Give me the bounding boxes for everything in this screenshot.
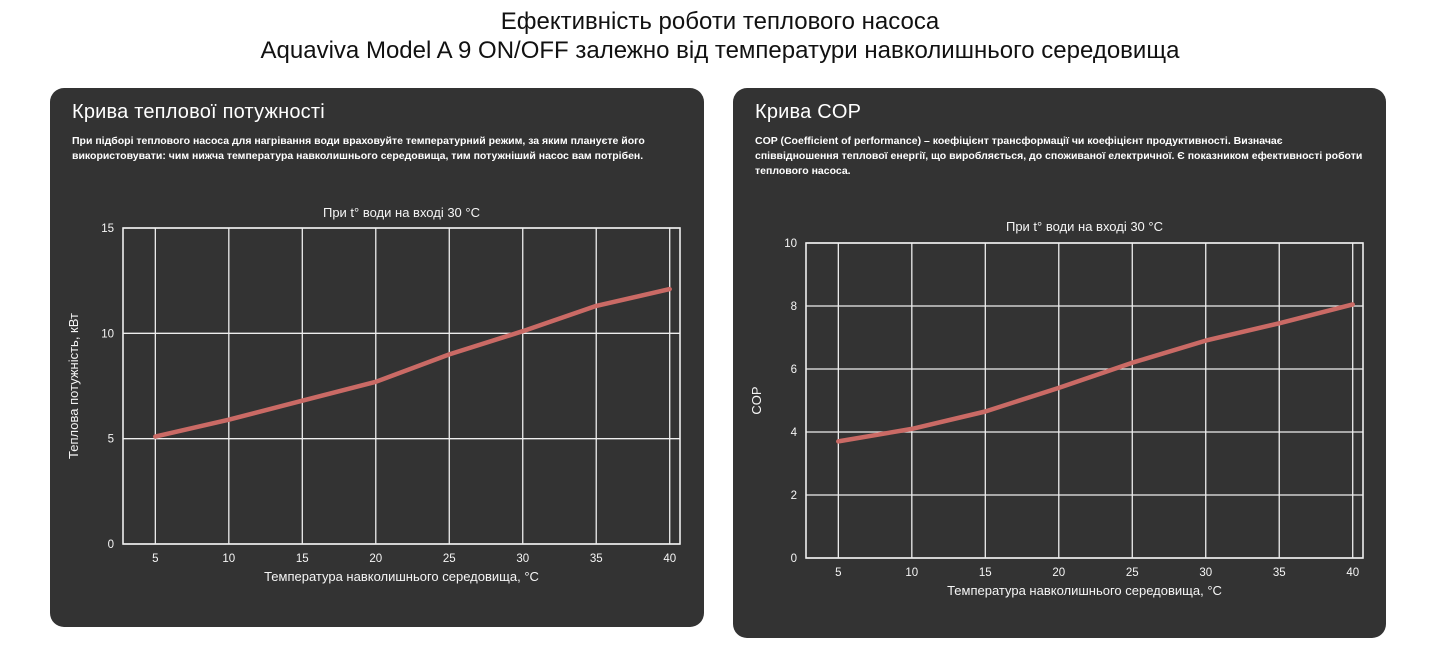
cop-panel-header: Крива COP COP (Coefficient of performanc… [733, 88, 1386, 179]
page-title-line-2: Aquaviva Model A 9 ON/OFF залежно від те… [260, 37, 1180, 64]
x-tick-label: 5 [835, 567, 841, 579]
page-title: Ефективність роботи теплового насоса Aqu… [0, 7, 1440, 65]
heat-power-curve [153, 286, 672, 439]
x-tick-label: 5 [152, 553, 158, 565]
panel-title-heat-power: Крива теплової потужності [72, 101, 325, 123]
y-tick-label: 2 [791, 490, 797, 502]
x-axis-label: Температура навколишнього середовища, °C [947, 583, 1222, 598]
heat-power-chart: При t° води на вході 30 °C 5 10 15 20 25 30 35 4… [66, 205, 681, 584]
panel-description-cop: COP (Coefficient of performance) – коефі… [755, 135, 1363, 177]
x-tick-label: 10 [905, 567, 918, 579]
chart-title: При t° води на вході 30 °C [323, 205, 480, 220]
page-title-line-1: Ефективність роботи теплового насоса [500, 8, 940, 35]
x-axis-label: Температура навколишнього середовища, °C [264, 569, 539, 584]
y-tick-label: 5 [108, 434, 114, 446]
x-tick-label: 15 [979, 567, 992, 579]
y-axis-label: COP [749, 386, 764, 414]
y-tick-label: 0 [108, 539, 114, 551]
x-tick-label: 20 [369, 553, 382, 565]
panel-title-cop: Крива COP [755, 101, 862, 123]
x-tick-label: 40 [663, 553, 676, 565]
x-tick-label: 10 [222, 553, 235, 565]
x-tick-label: 15 [296, 553, 309, 565]
cop-panel: При t° води на вході 30 °C 5 10 15 20 25 30 35 4… [733, 88, 1386, 638]
plot-border [122, 227, 681, 545]
y-axis-label: Теплова потужність, кВт [66, 313, 81, 459]
heat-power-panel: При t° води на вході 30 °C 5 10 15 20 25 30 35 4… [50, 88, 704, 627]
x-tick-label: 25 [1126, 567, 1139, 579]
y-tick-label: 8 [791, 301, 797, 313]
y-tick-label: 6 [791, 364, 797, 376]
chart-title: При t° води на вході 30 °C [1006, 219, 1163, 234]
x-tick-label: 40 [1346, 567, 1359, 579]
x-tick-label: 20 [1052, 567, 1065, 579]
plot-border [805, 242, 1364, 559]
y-tick-label: 10 [784, 238, 797, 250]
cop-chart: При t° води на вході 30 °C5 10 15 20 25 30 35 4… [749, 219, 1364, 598]
x-tick-label: 30 [1199, 567, 1212, 579]
x-tick-label: 35 [1273, 567, 1286, 579]
x-tick-label: 30 [516, 553, 529, 565]
y-tick-label: 4 [791, 427, 798, 439]
x-tick-label: 25 [443, 553, 456, 565]
heat-power-panel-header: Крива теплової потужності При підборі те… [50, 88, 704, 164]
x-tick-label: 35 [590, 553, 603, 565]
y-tick-label: 15 [101, 223, 114, 235]
y-tick-label: 10 [101, 328, 114, 340]
y-tick-label: 0 [791, 553, 797, 565]
cop-curve [836, 302, 1355, 444]
panel-description-heat-power: При підборі теплового насоса для нагріва… [72, 135, 645, 162]
